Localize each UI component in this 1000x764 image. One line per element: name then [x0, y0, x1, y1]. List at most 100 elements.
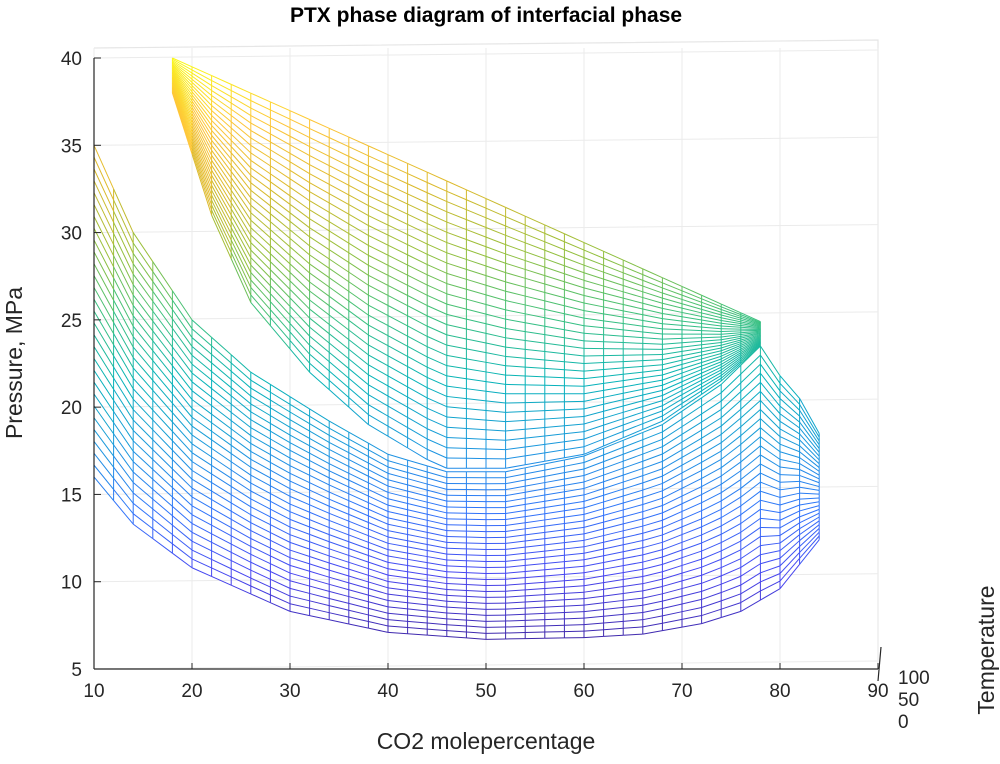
mesh-line: [387, 453, 408, 461]
mesh-line: [427, 477, 447, 484]
mesh-line: [603, 516, 624, 523]
mesh-line: [270, 469, 291, 482]
mesh-line: [701, 308, 722, 316]
y-tick-label: 15: [61, 485, 82, 506]
mesh-line: [583, 369, 604, 372]
mesh-line: [407, 521, 428, 527]
mesh-line: [250, 234, 271, 255]
mesh-line: [230, 428, 252, 444]
mesh-line: [407, 540, 428, 545]
mesh-line: [466, 388, 487, 392]
mesh-line: [348, 406, 369, 425]
mesh-line: [485, 313, 506, 320]
mesh-line: [230, 102, 252, 116]
mesh-line: [622, 259, 644, 270]
mesh-line: [250, 593, 271, 604]
mesh-line: [172, 384, 193, 409]
mesh-line: [407, 596, 428, 600]
mesh-line: [681, 437, 702, 451]
mesh-line: [740, 599, 761, 612]
mesh-line: [328, 230, 350, 244]
mesh-line: [270, 446, 291, 459]
mesh-line: [740, 527, 761, 542]
mesh-line: [93, 393, 115, 423]
mesh-line: [662, 495, 683, 506]
mesh-line: [289, 169, 310, 184]
mesh-line: [583, 561, 604, 567]
mesh-line: [172, 62, 193, 80]
mesh-line: [113, 466, 134, 494]
mesh-line: [93, 145, 115, 190]
mesh-line: [368, 314, 389, 327]
mesh-line: [642, 319, 663, 325]
mesh-line: [329, 548, 349, 556]
mesh-line: [407, 274, 428, 286]
mesh-line: [662, 282, 683, 292]
mesh-line: [387, 254, 408, 266]
mesh-line: [505, 216, 526, 226]
mesh-line: [407, 366, 428, 378]
mesh-line: [525, 375, 545, 378]
mesh-line: [564, 265, 585, 274]
mesh-line: [701, 326, 722, 330]
z-tick-label: 50: [898, 690, 919, 711]
mesh-line: [270, 125, 291, 137]
mesh-line: [505, 300, 526, 306]
mesh-line: [270, 269, 291, 290]
mesh-line: [701, 542, 722, 552]
mesh-line: [681, 518, 702, 528]
mesh-line: [564, 578, 585, 582]
mesh-line: [191, 69, 212, 81]
mesh-line: [760, 517, 781, 521]
mesh-line: [250, 197, 271, 215]
mesh-line: [525, 594, 545, 597]
mesh-line: [642, 389, 663, 396]
mesh-line: [211, 199, 232, 241]
mesh-line: [270, 245, 291, 265]
mesh-line: [701, 339, 722, 342]
mesh-line: [172, 60, 193, 74]
mesh-line: [642, 578, 663, 585]
mesh-line: [544, 334, 565, 339]
mesh-line: [250, 174, 271, 191]
mesh-line: [720, 443, 742, 460]
mesh-line: [93, 192, 115, 234]
mesh-line: [132, 263, 154, 292]
mesh-line: [348, 507, 369, 517]
mesh-line: [250, 585, 271, 596]
mesh-line: [230, 502, 252, 516]
mesh-line: [505, 428, 526, 432]
mesh-line: [93, 180, 115, 223]
mesh-line: [309, 437, 330, 450]
mesh-line: [191, 469, 212, 483]
mesh-line: [172, 67, 193, 93]
mesh-line: [113, 266, 134, 306]
mesh-line: [171, 80, 193, 124]
mesh-line: [211, 189, 232, 228]
mesh-line: [446, 293, 467, 300]
mesh-line: [270, 391, 291, 405]
mesh-line: [603, 481, 624, 489]
mesh-line: [779, 443, 800, 453]
mesh-line: [309, 511, 330, 521]
mesh-line: [642, 600, 663, 606]
mesh-line: [720, 361, 742, 379]
mesh-line: [544, 325, 565, 331]
mesh-line: [250, 145, 271, 159]
mesh-line: [230, 576, 252, 587]
mesh-line: [328, 420, 350, 433]
mesh-line: [191, 113, 213, 151]
mesh-line: [113, 433, 134, 462]
mesh-line: [760, 382, 781, 407]
mesh-line: [230, 165, 252, 191]
mesh-line: [505, 374, 526, 377]
mesh-line: [309, 335, 330, 353]
mesh-line: [348, 459, 369, 471]
mesh-line: [289, 503, 310, 513]
mesh-line: [152, 300, 173, 329]
mesh-line: [544, 449, 565, 454]
mesh-line: [407, 633, 428, 636]
mesh-line: [407, 472, 428, 479]
mesh-line: [603, 278, 624, 286]
mesh-line: [191, 132, 213, 181]
